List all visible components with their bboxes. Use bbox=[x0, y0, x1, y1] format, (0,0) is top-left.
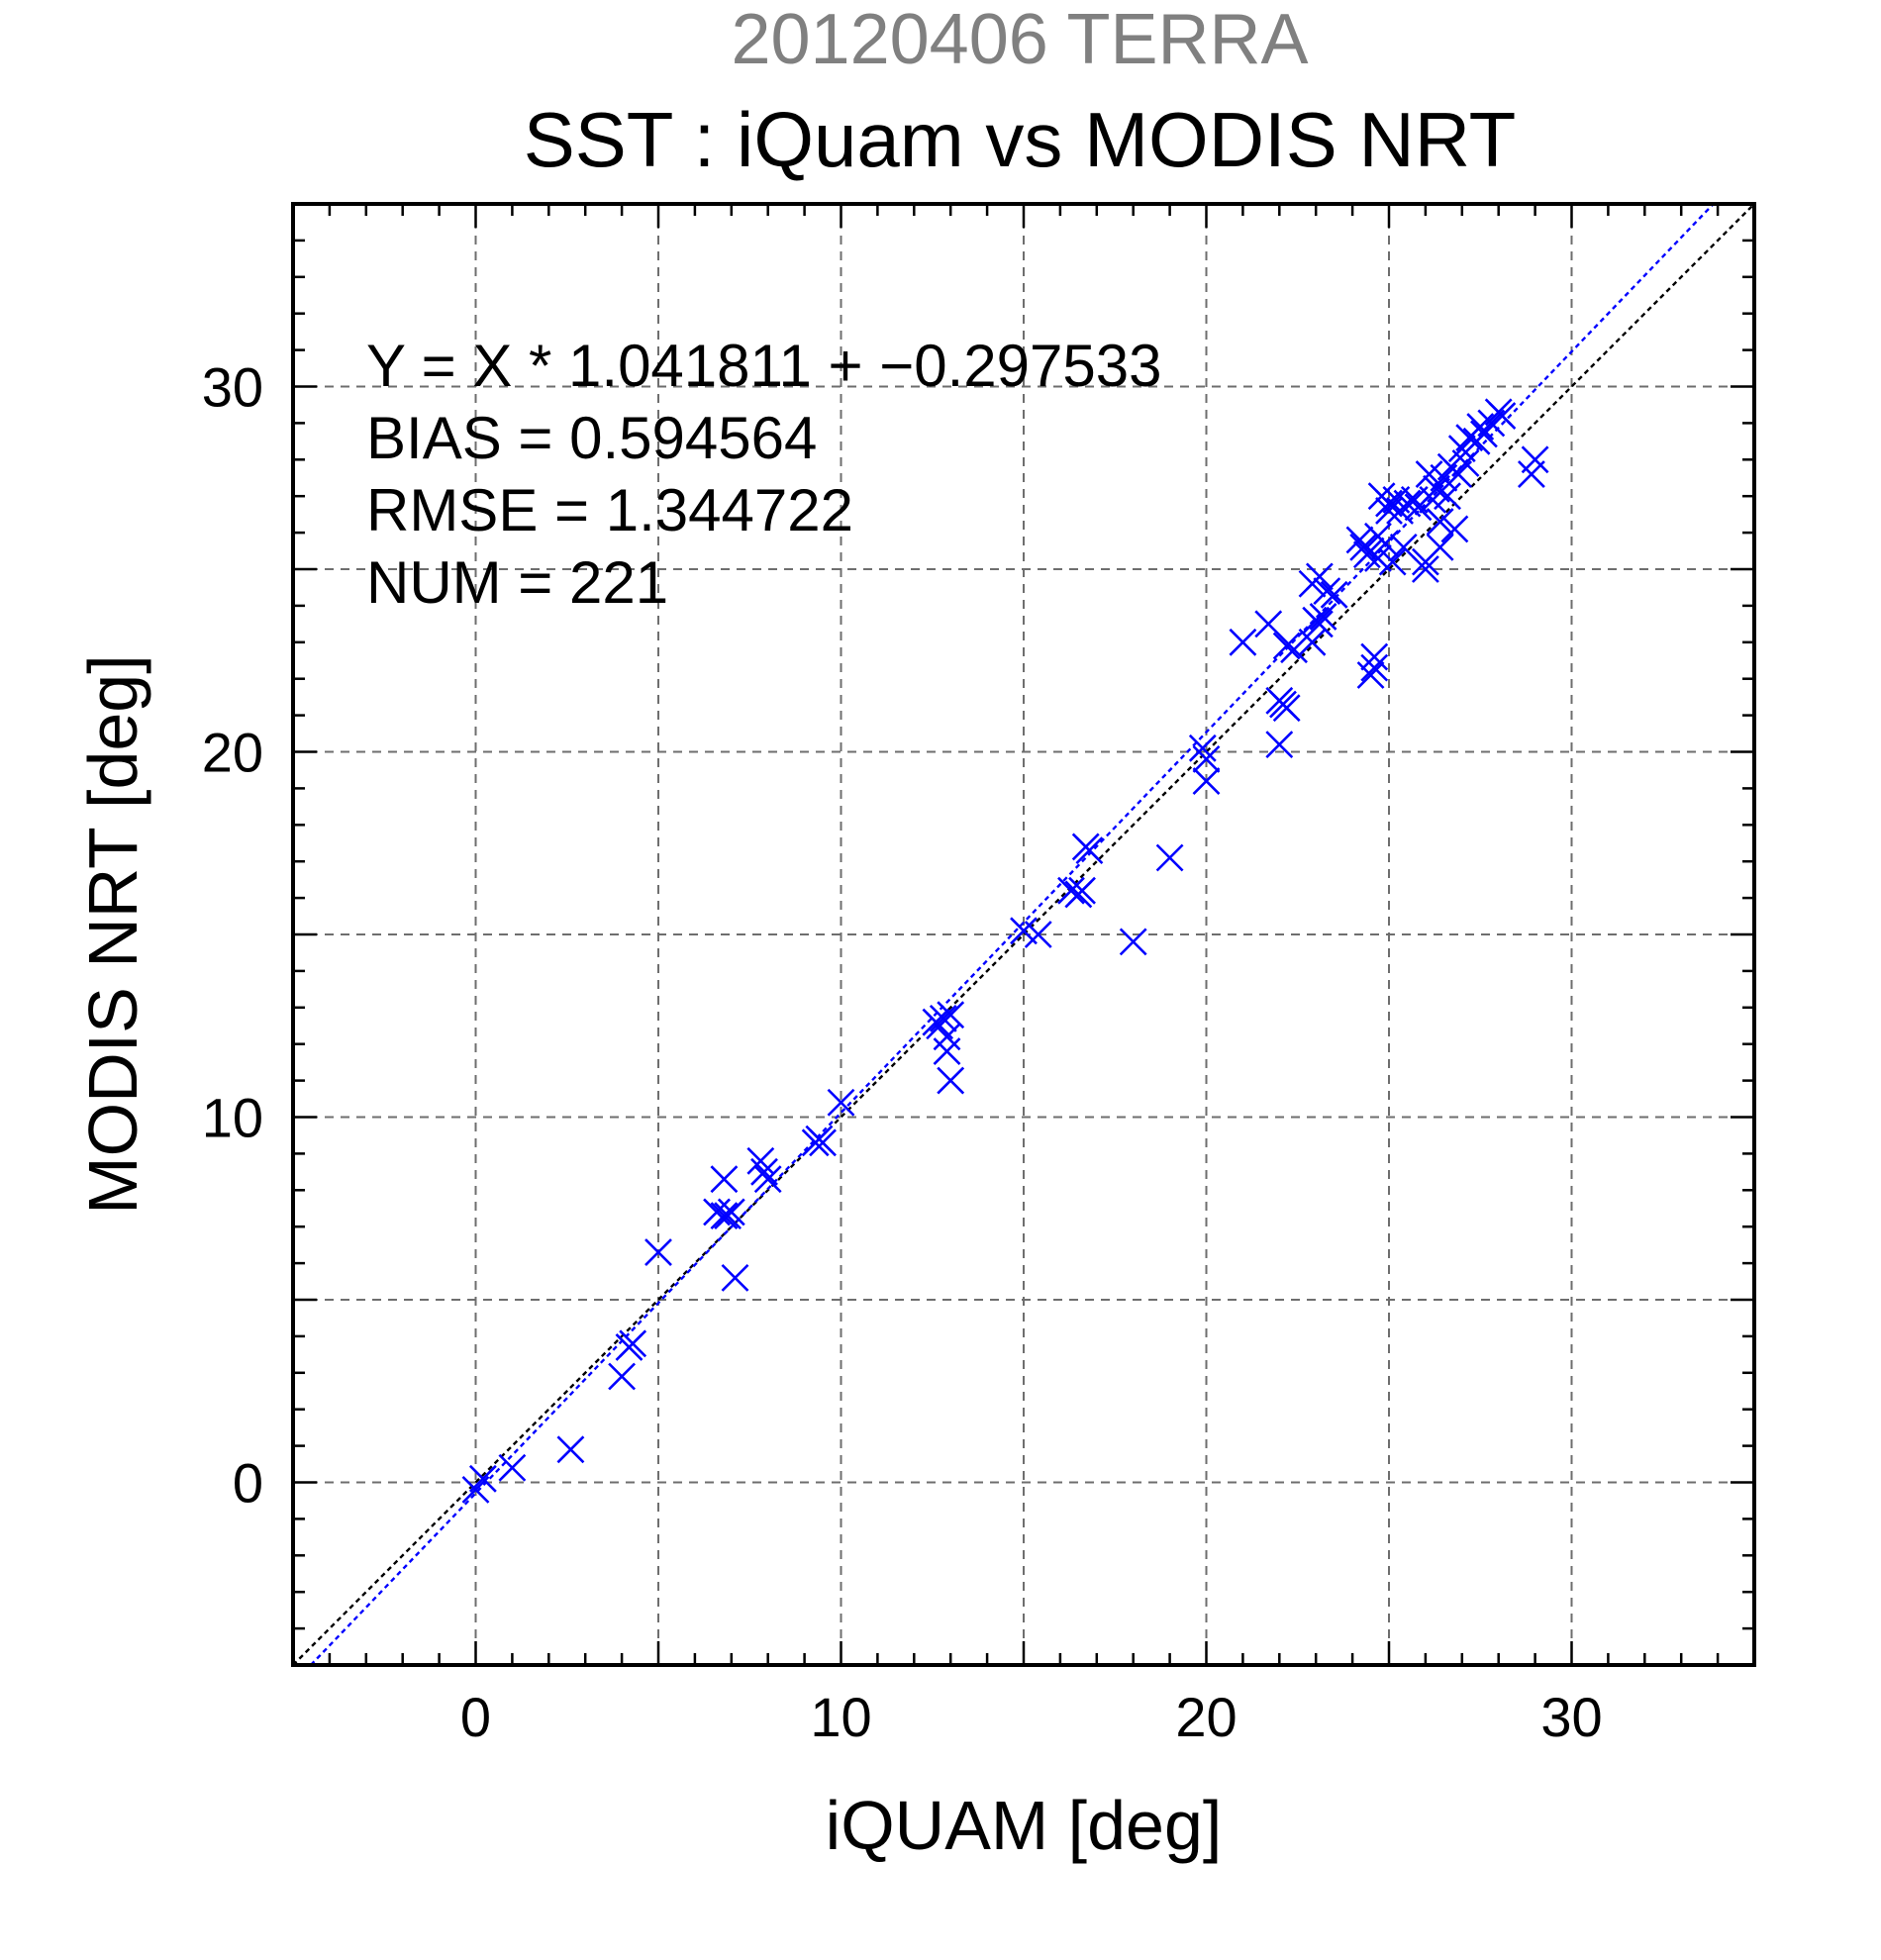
data-point bbox=[556, 1435, 585, 1464]
data-point bbox=[1229, 628, 1257, 656]
data-point bbox=[1192, 744, 1221, 773]
data-point bbox=[929, 1004, 957, 1032]
data-point bbox=[1068, 876, 1096, 905]
chart-title: SST : iQuam vs MODIS NRT bbox=[524, 96, 1517, 183]
data-point bbox=[933, 1037, 961, 1065]
x-tick-label: 0 bbox=[460, 1686, 491, 1748]
data-point bbox=[746, 1146, 775, 1175]
data-point bbox=[1426, 508, 1454, 536]
y-tick-label: 10 bbox=[202, 1087, 263, 1149]
stats-line: BIAS = 0.594564 bbox=[366, 405, 817, 471]
data-point bbox=[1057, 876, 1085, 905]
data-point bbox=[1360, 653, 1389, 682]
data-point bbox=[1393, 489, 1422, 518]
data-point bbox=[1371, 530, 1400, 558]
data-point bbox=[1272, 632, 1301, 660]
data-point bbox=[1119, 928, 1147, 956]
x-tick-label: 20 bbox=[1175, 1686, 1237, 1748]
data-point bbox=[1075, 836, 1104, 865]
data-point bbox=[1309, 603, 1337, 631]
data-point bbox=[1272, 694, 1301, 723]
data-point bbox=[619, 1329, 647, 1358]
data-point bbox=[1440, 515, 1469, 543]
x-tick-label: 10 bbox=[810, 1686, 871, 1748]
plot-frame bbox=[291, 202, 1756, 1667]
data-point bbox=[710, 1165, 739, 1194]
x-axis-label: iQUAM [deg] bbox=[826, 1787, 1223, 1864]
data-point bbox=[1360, 642, 1389, 671]
data-point bbox=[1188, 734, 1217, 762]
data-point bbox=[1305, 562, 1334, 591]
y-tick-label: 30 bbox=[202, 356, 263, 419]
data-point bbox=[937, 1001, 965, 1029]
data-point bbox=[1192, 767, 1221, 795]
identity-line bbox=[292, 203, 1755, 1666]
y-axis-label: MODIS NRT [deg] bbox=[74, 654, 151, 1214]
data-point bbox=[809, 1128, 837, 1157]
data-point bbox=[703, 1198, 731, 1226]
data-point bbox=[1024, 921, 1052, 948]
data-point bbox=[827, 1088, 855, 1117]
data-point bbox=[1466, 413, 1495, 441]
data-point bbox=[710, 1202, 739, 1230]
x-tick-labels: 0 10 20 30 bbox=[460, 1686, 1603, 1748]
data-point bbox=[1305, 610, 1334, 638]
data-point bbox=[468, 1464, 497, 1493]
data-point bbox=[1378, 547, 1407, 576]
data-point bbox=[717, 1198, 745, 1226]
data-point bbox=[1411, 555, 1439, 583]
data-point bbox=[498, 1453, 527, 1482]
data-point bbox=[608, 1362, 637, 1391]
data-point bbox=[644, 1238, 672, 1266]
stats-line: RMSE = 1.344722 bbox=[366, 477, 853, 543]
data-point bbox=[1426, 533, 1454, 561]
data-point bbox=[721, 1263, 749, 1292]
data-point bbox=[1389, 533, 1418, 561]
data-points bbox=[461, 398, 1549, 1504]
y-tick-label: 20 bbox=[202, 722, 263, 784]
stats-line: NUM = 221 bbox=[366, 549, 668, 616]
data-point bbox=[750, 1157, 778, 1186]
data-point bbox=[1434, 482, 1461, 511]
data-point bbox=[1254, 610, 1283, 638]
y-tick-labels: 0 10 20 30 bbox=[202, 356, 263, 1515]
y-tick-label: 0 bbox=[233, 1452, 263, 1515]
data-point bbox=[1521, 445, 1549, 474]
data-point bbox=[1451, 449, 1480, 477]
data-point bbox=[1313, 577, 1341, 606]
chart-suptitle: 20120406 TERRA bbox=[731, 0, 1308, 79]
x-tick-label: 30 bbox=[1540, 1686, 1602, 1748]
data-point bbox=[937, 1066, 965, 1095]
data-point bbox=[1155, 843, 1184, 872]
data-point bbox=[1356, 661, 1385, 689]
data-point bbox=[1488, 402, 1517, 430]
data-point bbox=[1265, 731, 1294, 759]
grid-lines bbox=[293, 204, 1754, 1665]
data-point bbox=[753, 1165, 782, 1194]
stats-line: Y = X * 1.041811 + −0.297533 bbox=[366, 333, 1162, 399]
data-point bbox=[1320, 580, 1348, 609]
data-point bbox=[1280, 636, 1308, 664]
